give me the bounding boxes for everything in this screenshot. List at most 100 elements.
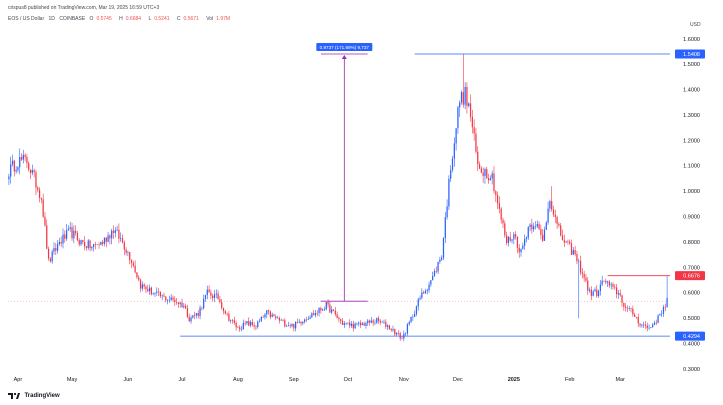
candle bbox=[258, 318, 261, 323]
candle-body bbox=[567, 241, 569, 243]
candle-body bbox=[587, 280, 589, 291]
candle bbox=[542, 229, 544, 243]
candle-body bbox=[22, 154, 24, 160]
candle bbox=[505, 231, 508, 246]
candle-body bbox=[55, 248, 57, 251]
candle-body bbox=[210, 292, 212, 296]
candle bbox=[156, 287, 158, 296]
candle bbox=[228, 311, 230, 322]
candle-body bbox=[617, 293, 620, 295]
candle bbox=[450, 165, 452, 183]
candle bbox=[314, 309, 317, 318]
candle-body bbox=[325, 302, 327, 310]
candle-body bbox=[641, 324, 643, 326]
candle bbox=[527, 226, 529, 241]
candle bbox=[121, 234, 124, 244]
candle bbox=[545, 220, 547, 231]
candle bbox=[204, 294, 207, 303]
candle bbox=[406, 322, 409, 336]
candle-body bbox=[293, 323, 295, 329]
candle bbox=[219, 295, 221, 304]
candle-body bbox=[20, 157, 23, 160]
candle-body bbox=[305, 319, 308, 321]
candle bbox=[275, 314, 277, 321]
candle bbox=[332, 309, 335, 312]
candle bbox=[430, 280, 432, 287]
candle bbox=[493, 166, 495, 194]
symbol-name[interactable]: EOS / US Dollar bbox=[8, 16, 45, 22]
price-axis[interactable]: 1.6000 1.5000 1.4000 1.3000 1.2000 1.1000 1.00… bbox=[675, 37, 705, 373]
candle bbox=[496, 191, 499, 209]
candle bbox=[365, 321, 367, 329]
candle-body bbox=[340, 319, 342, 321]
candle bbox=[35, 170, 37, 196]
candle-body bbox=[111, 230, 113, 239]
measure-label-box[interactable] bbox=[316, 43, 373, 52]
candle bbox=[437, 261, 439, 274]
candle-body bbox=[518, 247, 520, 253]
price-tick-label: 0.3000 bbox=[683, 367, 700, 373]
candle bbox=[376, 317, 378, 324]
candle bbox=[157, 288, 160, 296]
ohlc-low-label: L bbox=[148, 16, 152, 22]
candle-body bbox=[264, 314, 266, 318]
candle bbox=[579, 255, 582, 276]
candle bbox=[242, 319, 244, 330]
candle-body bbox=[637, 317, 639, 324]
candle-body bbox=[451, 158, 454, 171]
candle bbox=[13, 159, 15, 177]
time-axis[interactable]: Apr May Jun Jul Aug Sep Oct Nov Dec 2025 Feb Mar bbox=[14, 377, 625, 383]
resistance-line-tag[interactable] bbox=[675, 49, 705, 59]
candle bbox=[655, 319, 657, 326]
candle-body bbox=[154, 292, 156, 294]
candle-body bbox=[320, 308, 322, 311]
interval[interactable]: 1D bbox=[48, 16, 55, 22]
candle-body bbox=[365, 323, 367, 326]
ohlc-open: O 0.5745 bbox=[90, 16, 115, 22]
candle-body bbox=[426, 289, 428, 291]
candle-body bbox=[78, 240, 80, 245]
candle-body bbox=[386, 325, 389, 327]
candle-body bbox=[448, 178, 450, 207]
candle bbox=[197, 310, 199, 319]
candle bbox=[585, 274, 587, 283]
candle bbox=[230, 319, 232, 324]
candle bbox=[248, 317, 250, 327]
candle bbox=[370, 317, 372, 324]
candle-body bbox=[545, 222, 547, 230]
candle-body bbox=[313, 313, 315, 316]
candle-body bbox=[390, 329, 392, 331]
candle bbox=[37, 185, 39, 193]
candle-body bbox=[116, 229, 118, 231]
candle-body bbox=[121, 238, 124, 243]
candle-body bbox=[415, 306, 418, 314]
candle bbox=[570, 239, 573, 256]
candle-body bbox=[450, 170, 452, 179]
candle bbox=[491, 170, 493, 185]
candle bbox=[55, 242, 57, 256]
candle bbox=[574, 245, 576, 257]
candle-body bbox=[614, 286, 616, 288]
support-line-tag[interactable] bbox=[675, 331, 705, 341]
ohlc-close-label: C bbox=[176, 16, 181, 22]
candle-body bbox=[661, 313, 663, 315]
candle bbox=[617, 289, 620, 299]
candle bbox=[73, 225, 75, 244]
candle-body bbox=[624, 306, 627, 308]
candle-body bbox=[132, 263, 134, 266]
candle bbox=[53, 242, 55, 255]
current-price-line-tag[interactable] bbox=[675, 271, 705, 281]
candle bbox=[127, 250, 129, 257]
candle bbox=[188, 313, 190, 323]
candle-body bbox=[626, 307, 629, 309]
candle-body bbox=[73, 230, 75, 239]
candle bbox=[145, 285, 147, 294]
candle bbox=[563, 234, 565, 247]
candle-body bbox=[46, 225, 48, 249]
candle-body bbox=[599, 284, 602, 291]
candle bbox=[296, 318, 299, 324]
candle bbox=[534, 221, 537, 230]
candle-body bbox=[343, 323, 345, 325]
candle-body bbox=[311, 313, 313, 318]
